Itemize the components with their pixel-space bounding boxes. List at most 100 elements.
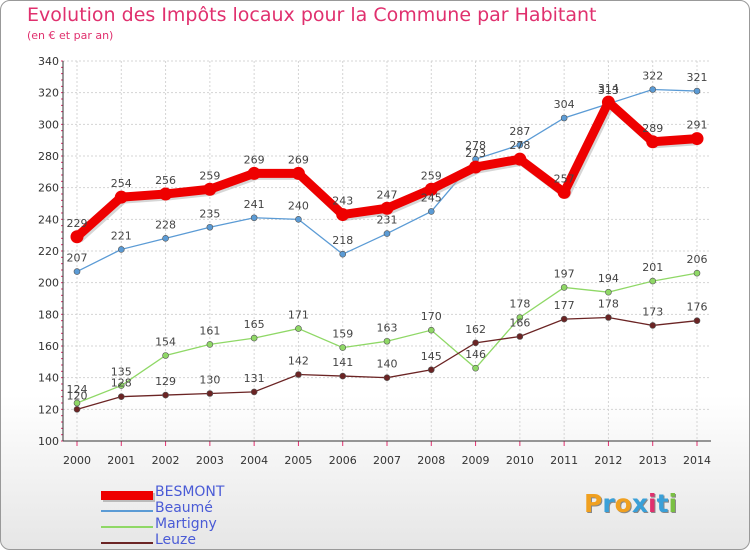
series-leuze <box>73 314 701 413</box>
data-point-leuze <box>162 391 169 399</box>
y-tick-label: 120 <box>38 403 59 416</box>
data-point-martigny <box>117 382 125 389</box>
data-point-martigny <box>162 352 169 359</box>
x-tick-label: 2010 <box>506 454 534 467</box>
data-point-martigny <box>206 341 214 348</box>
data-label-martigny: 135 <box>111 366 132 379</box>
y-tick-label: 260 <box>38 182 59 195</box>
data-point-leuze <box>73 406 81 413</box>
data-label-besmont: 243 <box>332 195 353 208</box>
data-point-besmont <box>247 166 261 180</box>
data-point-besmont <box>336 208 350 222</box>
x-tick-label: 2013 <box>639 454 667 467</box>
grid-layer <box>63 60 711 442</box>
data-label-beaum-: 241 <box>244 198 265 211</box>
data-point-beaum- <box>649 86 657 93</box>
data-point-martigny <box>339 344 347 351</box>
data-label-besmont: 314 <box>598 82 619 95</box>
data-label-besmont: 256 <box>155 174 176 187</box>
data-point-besmont <box>291 166 305 180</box>
y-tick-label: 140 <box>38 372 59 385</box>
data-label-martigny: 163 <box>377 321 398 334</box>
x-tick-label: 2011 <box>550 454 578 467</box>
data-label-besmont: 291 <box>687 119 708 132</box>
data-label-besmont: 273 <box>465 147 486 160</box>
data-point-beaum- <box>383 230 391 237</box>
data-label-martigny: 154 <box>155 336 176 349</box>
x-tick-label: 2006 <box>329 454 357 467</box>
data-label-beaum-: 240 <box>288 199 309 212</box>
data-label-besmont: 278 <box>509 139 530 152</box>
data-point-besmont <box>114 190 128 204</box>
data-point-leuze <box>560 315 568 323</box>
proxiti-logo: Proxiti <box>584 489 678 518</box>
data-label-besmont: 289 <box>642 122 663 135</box>
data-point-beaum- <box>427 208 435 215</box>
data-label-beaum-: 304 <box>554 98 575 111</box>
y-tick-label: 240 <box>38 213 59 226</box>
data-point-beaum- <box>339 250 347 258</box>
data-point-martigny <box>472 364 479 372</box>
data-point-martigny <box>605 288 612 296</box>
legend-swatch-leuze <box>101 542 153 544</box>
legend-swatch-besmont <box>101 490 153 500</box>
data-point-martigny <box>73 399 81 407</box>
y-tick-label: 100 <box>38 435 59 448</box>
data-label-martigny: 206 <box>687 253 708 266</box>
axis-layer: 100 120 140 160 180 200 220 240 260 280 300 320 340 2… <box>38 55 711 467</box>
data-label-besmont: 269 <box>288 153 309 166</box>
legend-label-beaum-: Beaumé <box>155 500 213 516</box>
data-point-beaum- <box>516 141 524 149</box>
data-label-leuze: 140 <box>377 358 398 371</box>
data-point-martigny <box>295 325 302 332</box>
series-martigny <box>73 269 701 407</box>
data-label-martigny: 194 <box>598 272 619 285</box>
data-point-leuze <box>649 322 657 329</box>
data-label-martigny: 124 <box>67 383 88 396</box>
data-point-beaum- <box>693 87 701 95</box>
data-label-martigny: 170 <box>421 310 442 323</box>
x-tick-label: 2003 <box>196 454 224 467</box>
legend-swatch-beaum- <box>101 510 153 512</box>
data-point-beaum- <box>560 114 568 122</box>
data-point-beaum- <box>117 246 125 253</box>
data-label-martigny: 161 <box>199 324 220 337</box>
x-tick-label: 2007 <box>373 454 401 467</box>
data-label-leuze: 141 <box>332 356 353 369</box>
data-label-besmont: 259 <box>199 169 220 182</box>
data-point-leuze <box>206 390 214 397</box>
data-label-martigny: 159 <box>332 328 353 341</box>
data-label-leuze: 177 <box>554 299 575 312</box>
series-besmont <box>70 95 704 244</box>
y-tick-label: 220 <box>38 245 59 258</box>
y-tick-label: 340 <box>38 55 59 68</box>
data-point-leuze <box>295 371 302 378</box>
data-label-leuze: 128 <box>111 377 132 390</box>
data-label-martigny: 197 <box>554 267 575 280</box>
data-label-leuze: 145 <box>421 350 442 363</box>
data-label-beaum-: 228 <box>155 218 176 231</box>
data-label-besmont: 257 <box>554 172 575 185</box>
data-point-leuze <box>693 317 701 324</box>
data-label-leuze: 176 <box>687 301 708 314</box>
data-label-beaum-: 235 <box>199 207 220 220</box>
data-point-besmont <box>424 182 438 196</box>
data-point-besmont <box>690 132 704 146</box>
data-label-besmont: 259 <box>421 169 442 182</box>
x-tick-label: 2005 <box>284 454 312 467</box>
chart-subtitle: (en € et par an) <box>27 29 114 42</box>
data-label-leuze: 162 <box>465 323 486 336</box>
data-label-leuze: 166 <box>509 317 530 330</box>
y-tick-label: 300 <box>38 118 59 131</box>
data-label-leuze: 131 <box>244 372 265 385</box>
data-label-martigny: 178 <box>509 298 530 311</box>
data-point-leuze <box>516 333 524 340</box>
data-label-beaum-: 313 <box>598 84 619 97</box>
data-point-leuze <box>250 388 258 396</box>
data-label-beaum-: 245 <box>421 191 442 204</box>
data-point-besmont <box>646 135 660 149</box>
data-point-leuze <box>117 393 125 400</box>
chart-title: Evolution des Impôts locaux pour la Comm… <box>27 4 597 26</box>
